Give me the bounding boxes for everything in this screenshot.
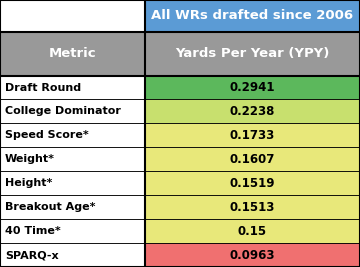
Bar [145,171,360,195]
Text: All WRs drafted since 2006: All WRs drafted since 2006 [151,9,354,22]
Bar [0,32,145,76]
Text: 0.15: 0.15 [238,225,267,238]
Text: 0.2238: 0.2238 [230,105,275,118]
Text: 0.1519: 0.1519 [230,177,275,190]
Text: 0.2941: 0.2941 [230,81,275,94]
Text: Draft Round: Draft Round [5,83,81,93]
Bar [0,171,145,195]
Bar [0,76,145,100]
Bar [145,195,360,219]
Bar [145,219,360,243]
Text: 0.1513: 0.1513 [230,201,275,214]
Bar [145,76,360,100]
Text: 0.0963: 0.0963 [230,249,275,262]
Text: Weight*: Weight* [5,154,55,164]
Text: College Dominator: College Dominator [5,107,121,116]
Text: 0.1607: 0.1607 [230,153,275,166]
Text: SPARQ-x: SPARQ-x [5,250,59,260]
Text: Metric: Metric [49,47,96,60]
Bar [0,100,145,123]
Bar [145,0,360,32]
Bar [0,219,145,243]
Bar [145,32,360,76]
Text: Speed Score*: Speed Score* [5,130,89,140]
Bar [0,243,145,267]
Bar [145,100,360,123]
Text: Yards Per Year (YPY): Yards Per Year (YPY) [175,47,329,60]
Bar [0,0,145,32]
Text: Height*: Height* [5,178,52,188]
Text: Breakout Age*: Breakout Age* [5,202,95,212]
Text: 40 Time*: 40 Time* [5,226,61,236]
Bar [145,123,360,147]
Bar [0,147,145,171]
Bar [145,243,360,267]
Bar [0,195,145,219]
Bar [145,147,360,171]
Bar [0,123,145,147]
Text: 0.1733: 0.1733 [230,129,275,142]
